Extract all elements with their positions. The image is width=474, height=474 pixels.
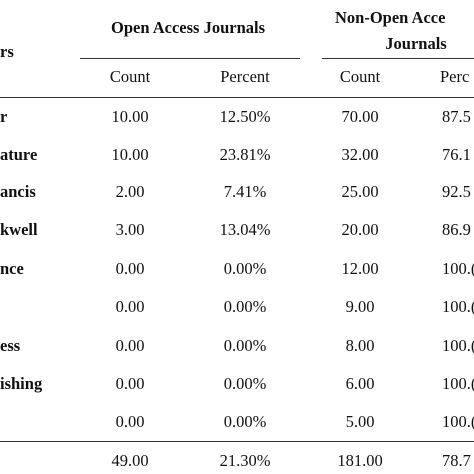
cell: 12.00 <box>341 259 379 278</box>
sub-header: Count <box>109 67 151 86</box>
header-rule <box>80 58 300 59</box>
row-label: ancis <box>0 182 36 201</box>
cell: 8.00 <box>345 336 375 355</box>
cell: 0.00 <box>115 297 145 316</box>
header-rule <box>322 58 474 59</box>
cell: 78.7 <box>442 451 471 470</box>
publisher-header: rs <box>0 42 14 61</box>
header-rule <box>0 97 474 98</box>
cell: 181.00 <box>337 451 383 470</box>
row-label: r <box>0 107 8 126</box>
cell: 32.00 <box>341 145 379 164</box>
cell: 23.81% <box>219 145 271 164</box>
non-open-header: Journals <box>385 34 447 53</box>
row-label: nce <box>0 259 24 278</box>
cell: 70.00 <box>341 107 379 126</box>
total-rule <box>0 441 474 442</box>
cell: 10.00 <box>111 107 149 126</box>
cell: 0.00 <box>115 336 145 355</box>
cell: 100.( <box>442 412 474 431</box>
cell: 87.5 <box>442 107 471 126</box>
cell: 100.( <box>442 374 474 393</box>
cell: 5.00 <box>345 412 375 431</box>
sub-header: Perc <box>440 67 470 86</box>
cell: 100.( <box>442 336 474 355</box>
non-open-header: Non-Open Acce <box>335 8 446 27</box>
cell: 13.04% <box>219 220 271 239</box>
cell: 92.5 <box>442 182 471 201</box>
row-label: ature <box>0 145 38 164</box>
cell: 86.9 <box>442 220 471 239</box>
cell: 0.00% <box>223 259 267 278</box>
row-label: ess <box>0 336 21 355</box>
cell: 2.00 <box>115 182 145 201</box>
sub-header: Count <box>339 67 381 86</box>
open-access-header: Open Access Journals <box>110 18 266 37</box>
cell: 6.00 <box>345 374 375 393</box>
sub-header: Percent <box>220 67 270 86</box>
cell: 76.1 <box>442 145 471 164</box>
cell: 49.00 <box>111 451 149 470</box>
cell: 3.00 <box>115 220 145 239</box>
cell: 0.00 <box>115 374 145 393</box>
row-label: kwell <box>0 220 38 239</box>
cell: 0.00% <box>223 297 267 316</box>
cell: 0.00 <box>115 412 145 431</box>
cell: 21.30% <box>219 451 271 470</box>
cell: 100.( <box>442 297 474 316</box>
cell: 10.00 <box>111 145 149 164</box>
cell: 0.00% <box>223 412 267 431</box>
cell: 0.00 <box>115 259 145 278</box>
row-label: ishing <box>0 374 43 393</box>
cell: 20.00 <box>341 220 379 239</box>
cell: 12.50% <box>219 107 271 126</box>
cell: 7.41% <box>223 182 267 201</box>
cell: 0.00% <box>223 374 267 393</box>
cell: 9.00 <box>345 297 375 316</box>
cell: 0.00% <box>223 336 267 355</box>
cell: 25.00 <box>341 182 379 201</box>
cell: 100.( <box>442 259 474 278</box>
